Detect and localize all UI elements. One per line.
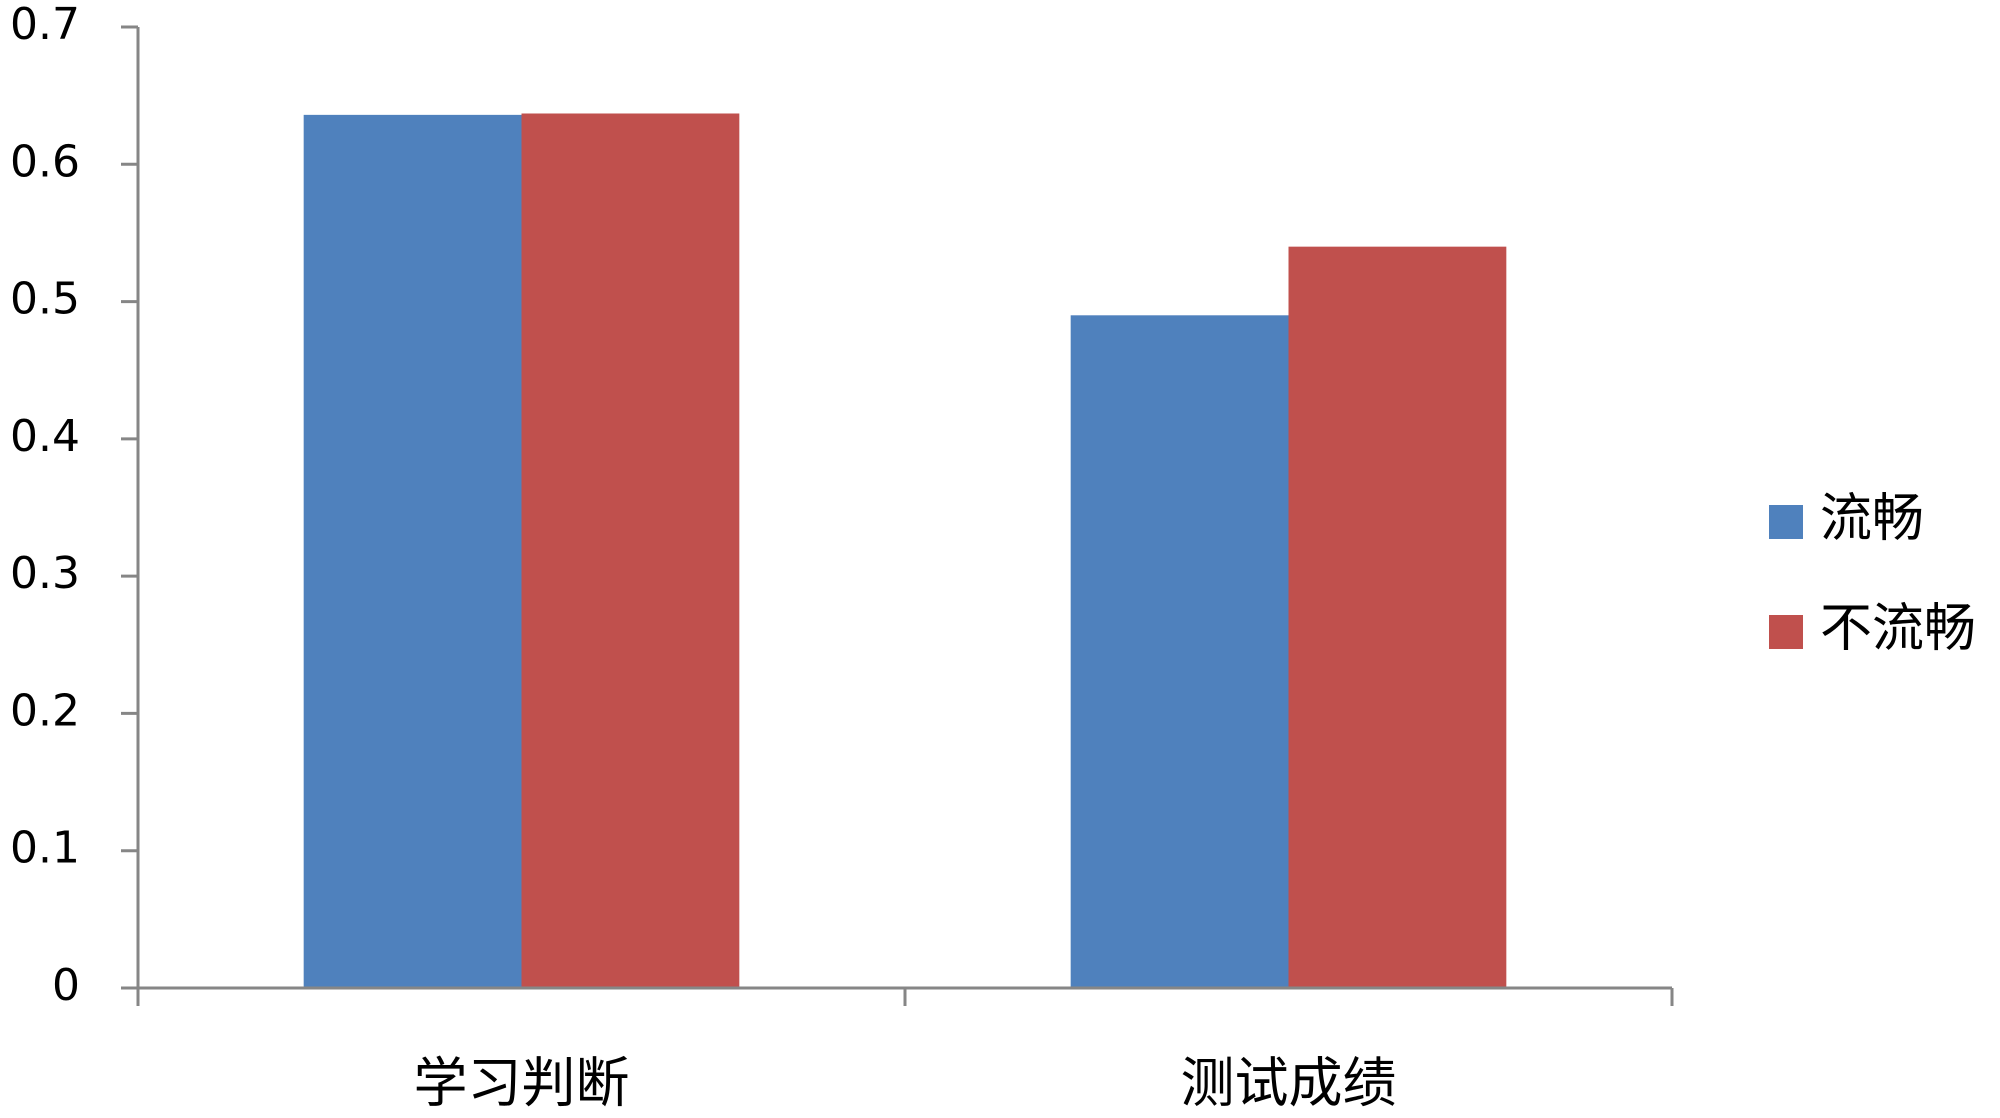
legend-label: 流畅 bbox=[1820, 489, 1924, 549]
x-tick-label: 学习判断 bbox=[414, 1052, 630, 1115]
bar bbox=[521, 113, 740, 989]
x-tick-label: 测试成绩 bbox=[1181, 1052, 1397, 1115]
y-tick-label: 0.5 bbox=[10, 274, 80, 325]
y-tick-label: 0.6 bbox=[10, 136, 80, 187]
bar bbox=[1288, 246, 1507, 988]
legend-swatch bbox=[1769, 505, 1803, 539]
y-tick-label: 0 bbox=[52, 960, 80, 1011]
y-tick-label: 0.2 bbox=[10, 685, 80, 736]
y-tick-label: 0.7 bbox=[10, 0, 80, 50]
bar bbox=[1070, 315, 1289, 988]
legend-swatch bbox=[1769, 615, 1803, 649]
y-tick-label: 0.1 bbox=[10, 823, 80, 874]
y-tick-label: 0.3 bbox=[10, 548, 80, 599]
legend-label: 不流畅 bbox=[1820, 599, 1976, 659]
bar bbox=[303, 114, 522, 988]
y-tick-label: 0.4 bbox=[10, 411, 80, 462]
